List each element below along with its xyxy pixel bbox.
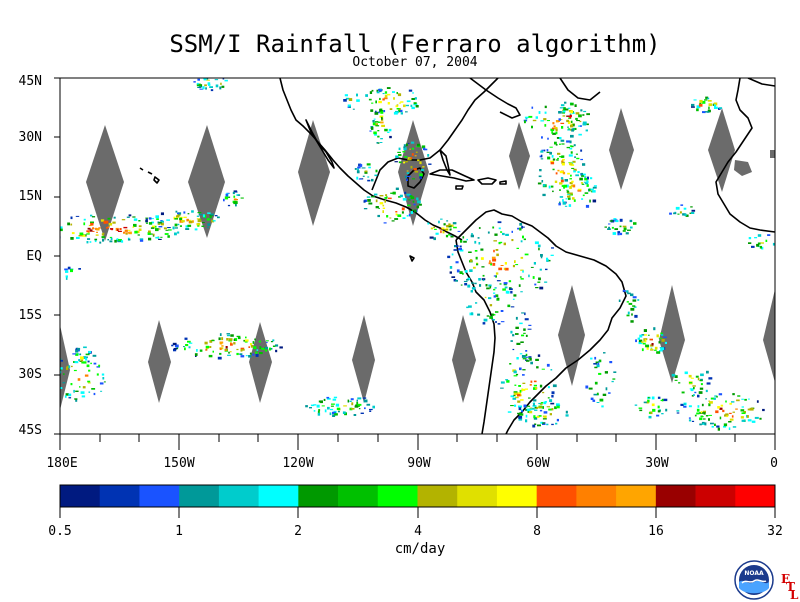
land-ice-patches (734, 150, 775, 176)
lat-label-eq: EQ (26, 249, 42, 264)
lon-label-60w: 60W (526, 456, 550, 471)
colorbar-swatch (457, 485, 498, 507)
colorbar-ticks (59, 507, 776, 518)
lon-label-90w: 90W (407, 456, 431, 471)
lon-label-30w: 30W (645, 456, 669, 471)
lat-ticks (54, 77, 60, 435)
colorbar (59, 484, 776, 508)
colorbar-swatch (60, 485, 101, 507)
colorbar-label-1: 1 (175, 524, 183, 539)
colorbar-swatch (139, 485, 180, 507)
map-title: SSM/I Rainfall (Ferraro algorithm) (169, 30, 661, 58)
swath-gaps (60, 108, 775, 410)
etl-letter-e: E (781, 572, 791, 586)
lon-label-150w: 150W (163, 456, 195, 471)
colorbar-units: cm/day (394, 541, 446, 557)
colorbar-swatch (179, 485, 220, 507)
lat-label-30s: 30S (18, 367, 42, 382)
colorbar-label-4: 4 (414, 524, 422, 539)
rainfall-cells (60, 78, 775, 431)
colorbar-label-16: 16 (648, 524, 664, 539)
colorbar-swatch (616, 485, 657, 507)
map-date: October 07, 2004 (352, 55, 478, 70)
colorbar-swatch (496, 485, 538, 507)
etl-letter-l: L (790, 588, 799, 602)
colorbar-swatch (377, 485, 418, 507)
colorbar-swatch (695, 485, 736, 507)
lat-label-15s: 15S (18, 308, 42, 323)
colorbar-label-2: 2 (294, 524, 302, 539)
colorbar-swatch (417, 485, 458, 507)
colorbar-swatch (536, 485, 577, 507)
etl-letter-t: T (786, 580, 795, 594)
lat-label-30n: 30N (18, 130, 42, 145)
colorbar-swatch (258, 485, 299, 507)
colorbar-swatch (99, 485, 140, 507)
lon-label-120w: 120W (282, 456, 314, 471)
lon-label-0: 0 (770, 456, 778, 471)
colorbar-swatch (655, 485, 696, 507)
colorbar-swatch (218, 485, 260, 507)
colorbar-label-8: 8 (533, 524, 541, 539)
lon-label-180e: 180E (46, 456, 78, 471)
noaa-logo-text: NOAA (744, 570, 764, 577)
map-border (59, 77, 776, 435)
lon-ticks (59, 434, 776, 450)
colorbar-label-32: 32 (767, 524, 783, 539)
colorbar-swatch (735, 485, 776, 507)
lat-label-45n: 45N (18, 74, 42, 89)
noaa-logo: NOAA (734, 560, 774, 600)
colorbar-swatch (338, 485, 379, 507)
colorbar-label-0-5: 0.5 (48, 524, 72, 539)
lat-label-15n: 15N (18, 189, 42, 204)
colorbar-swatch (298, 485, 339, 507)
lat-label-45s: 45S (18, 423, 42, 438)
colorbar-swatch (576, 485, 617, 507)
